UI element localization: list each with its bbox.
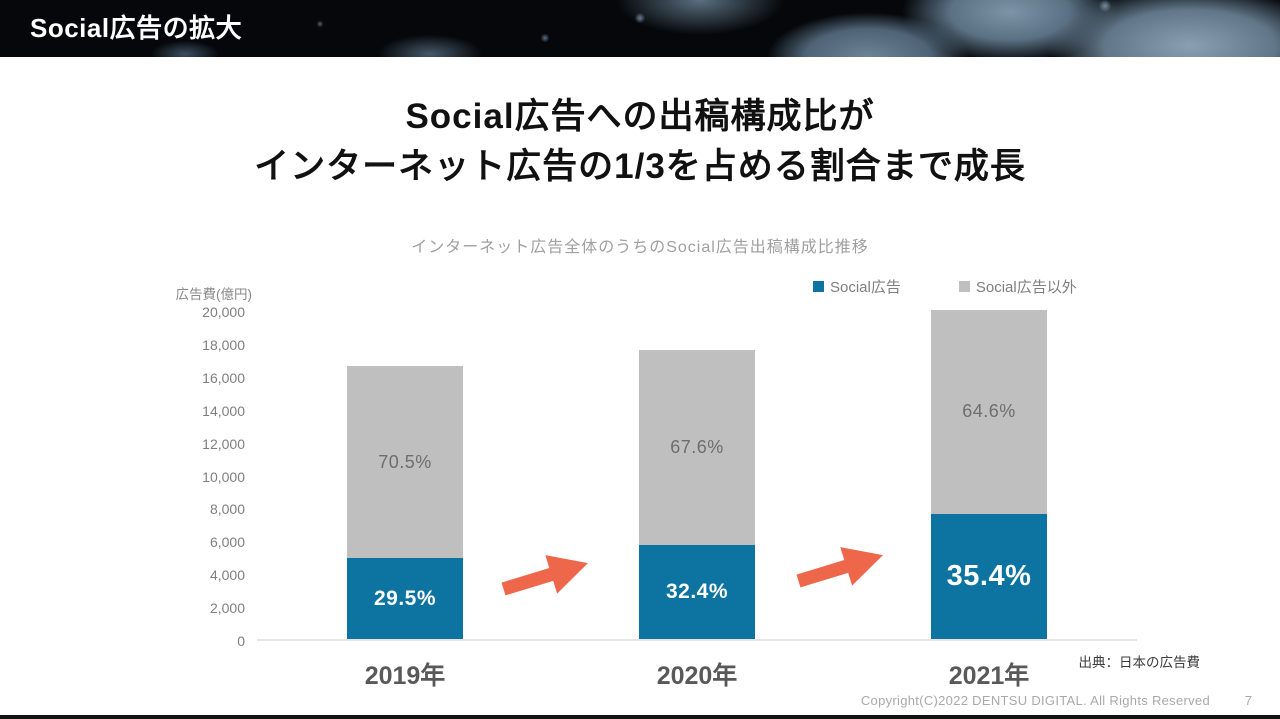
stacked-bar-2021年: 64.6% 35.4% (931, 310, 1047, 639)
segment-label-other: 64.6% (962, 401, 1016, 422)
slide-header: Social広告の拡大 (0, 0, 1280, 57)
chart-legend: Social広告 Social広告以外 (813, 276, 1077, 297)
y-axis-tick-label: 16,000 (202, 369, 245, 386)
segment-other-2021年: 64.6% (931, 310, 1047, 514)
y-axis-tick-label: 18,000 (202, 336, 245, 353)
x-axis-label-2020年: 2020年 (656, 662, 738, 690)
y-axis-tick-label: 0 (237, 633, 245, 649)
slide-header-title: Social広告の拡大 (30, 13, 243, 43)
x-axis-label-2021年: 2021年 (948, 662, 1030, 690)
main-title: Social広告への出稿構成比が インターネット広告の1/3を占める割合まで成長 (0, 92, 1280, 192)
segment-label-other: 70.5% (378, 451, 432, 472)
chart-title: インターネット広告全体のうちのSocial広告出稿構成比推移 (411, 239, 869, 256)
y-axis-title: 広告費(億円) (175, 287, 253, 302)
segment-label-social: 35.4% (946, 559, 1032, 592)
y-axis-tick-label: 8,000 (209, 501, 245, 518)
y-axis-tick-label: 10,000 (202, 468, 245, 485)
segment-label-social: 32.4% (665, 580, 729, 604)
bottom-strip (0, 715, 1280, 719)
growth-arrow-2 (796, 547, 883, 588)
x-axis-label-2019年: 2019年 (364, 662, 446, 690)
y-axis-tick-label: 12,000 (202, 435, 245, 452)
segment-social-2021年: 35.4% (931, 513, 1047, 639)
main-title-line1: Social広告への出稿構成比が (405, 97, 875, 136)
segment-other-2020年: 67.6% (639, 350, 755, 546)
footer-page-number: 7 (1244, 693, 1252, 708)
growth-arrow-1 (501, 555, 588, 596)
footer-copyright: Copyright(C)2022 DENTSU DIGITAL. All Rig… (860, 693, 1210, 708)
segment-other-2019年: 70.5% (347, 365, 463, 559)
segment-social-2019年: 29.5% (347, 558, 463, 639)
chart-source: 出典：日本の広告費 (1078, 655, 1201, 670)
y-axis-tick-label: 20,000 (202, 304, 245, 320)
segment-label-other: 67.6% (670, 437, 724, 458)
legend-label-other: Social広告以外 (975, 279, 1077, 296)
legend-swatch-other (958, 281, 970, 292)
main-title-line2: インターネット広告の1/3を占める割合まで成長 (254, 147, 1026, 186)
y-axis: 0 2,000 4,000 6,000 8,000 10,000 12,000 14,000 1… (150, 304, 245, 649)
segment-social-2020年: 32.4% (639, 545, 755, 639)
segment-label-social: 29.5% (373, 586, 437, 610)
y-axis-tick-label: 6,000 (209, 534, 245, 551)
y-axis-tick-label: 2,000 (209, 600, 245, 617)
legend-swatch-social (813, 281, 824, 292)
y-axis-tick-label: 4,000 (209, 567, 245, 584)
legend-label-social: Social広告 (830, 279, 901, 296)
y-axis-tick-label: 14,000 (202, 402, 245, 419)
plot-area: 70.5% 29.5% 67.6% 32.4% 64.6% 35.4% (257, 310, 1137, 641)
stacked-bar-2020年: 67.6% 32.4% (639, 350, 755, 639)
legend-item-other: Social広告以外 (958, 276, 1077, 297)
legend-item-social: Social広告 (813, 276, 901, 297)
stacked-bar-2019年: 70.5% 29.5% (347, 365, 463, 639)
